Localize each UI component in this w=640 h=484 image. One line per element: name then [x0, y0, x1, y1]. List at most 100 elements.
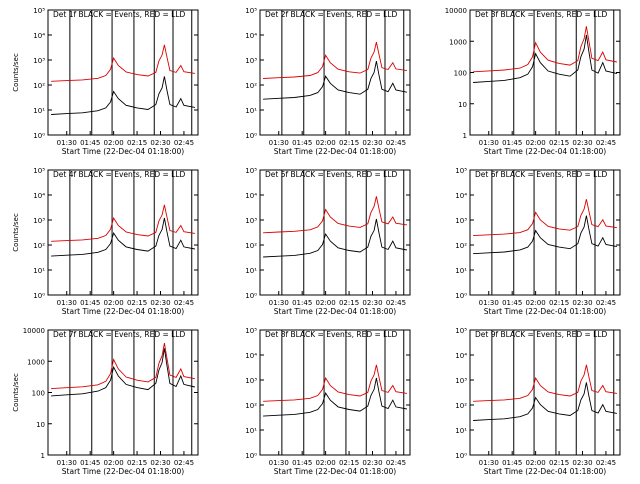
y-tick-label: 1 [463, 132, 467, 140]
x-tick-label: 01:30 [57, 299, 77, 307]
y-tick-label: 10 [458, 101, 467, 109]
x-tick-label: 02:45 [596, 139, 616, 147]
y-tick-label: 10³ [455, 217, 467, 225]
y-tick-label: 10² [455, 402, 467, 410]
x-tick-label: 01:30 [57, 459, 77, 467]
x-tick-label: 02:45 [386, 139, 406, 147]
y-tick-label: 10⁴ [33, 32, 45, 40]
y-tick-label: 10⁰ [33, 292, 45, 300]
y-tick-label: 10² [245, 82, 257, 90]
x-tick-label: 01:45 [292, 139, 312, 147]
y-tick-label: 10¹ [33, 267, 45, 275]
x-tick-label: 01:45 [80, 459, 100, 467]
x-tick-label: 01:45 [502, 459, 522, 467]
y-tick-label: 10⁰ [245, 452, 257, 460]
y-tick-label: 10⁵ [245, 7, 257, 15]
x-tick-label: 02:15 [549, 459, 569, 467]
series-line-events [473, 34, 618, 83]
plot-frame [47, 329, 199, 456]
plot-title: Det 7f BLACK = Events, RED = LLD [53, 330, 186, 339]
plot-title: Det 9f BLACK = Events, RED = LLD [475, 330, 608, 339]
x-axis-label: Start Time (22-Dec-04 01:18:00) [274, 467, 396, 476]
x-tick-label: 01:30 [269, 299, 289, 307]
series-line-lld [473, 26, 617, 73]
y-tick-label: 10³ [245, 57, 257, 65]
plot-title: Det 2f BLACK = Events, RED = LLD [265, 10, 398, 19]
y-tick-label: 10² [33, 242, 45, 250]
y-tick-label: 10³ [33, 57, 45, 65]
x-tick-label: 02:15 [549, 299, 569, 307]
x-tick-label: 02:00 [316, 459, 336, 467]
x-tick-label: 02:30 [572, 459, 592, 467]
series-line-events [473, 215, 617, 255]
plot-title: Det 8f BLACK = Events, RED = LLD [265, 330, 398, 339]
x-tick-label: 01:30 [479, 299, 499, 307]
y-tick-label: 10⁵ [455, 167, 467, 175]
y-tick-label: 10⁴ [33, 192, 45, 200]
x-tick-label: 02:45 [174, 299, 194, 307]
series-line-lld [51, 204, 195, 242]
series-line-lld [473, 199, 617, 237]
x-tick-label: 01:45 [80, 299, 100, 307]
series-line-events [263, 218, 407, 258]
x-tick-label: 02:30 [362, 459, 382, 467]
x-tick-label: 02:00 [104, 459, 124, 467]
x-tick-label: 02:45 [596, 299, 616, 307]
plot-frame [259, 169, 411, 296]
y-tick-label: 10³ [245, 377, 257, 385]
y-tick-label: 10⁵ [455, 327, 467, 335]
plot-frame [259, 329, 411, 456]
x-tick-label: 02:30 [362, 139, 382, 147]
x-tick-label: 01:45 [80, 139, 100, 147]
x-tick-label: 02:15 [339, 139, 359, 147]
y-tick-label: 10⁰ [245, 292, 257, 300]
x-axis-label: Start Time (22-Dec-04 01:18:00) [62, 147, 184, 156]
y-tick-label: 10 [36, 421, 45, 429]
series-line-lld [263, 196, 407, 234]
x-tick-label: 02:00 [316, 139, 336, 147]
y-tick-label: 10² [245, 402, 257, 410]
y-tick-label: 10⁴ [245, 352, 257, 360]
series-line-lld [263, 41, 407, 79]
x-tick-label: 02:45 [174, 139, 194, 147]
y-tick-label: 10000 [445, 7, 467, 15]
y-tick-label: 10¹ [245, 427, 257, 435]
x-tick-label: 01:30 [269, 459, 289, 467]
y-axis-label: Counts/sec [12, 53, 20, 92]
x-tick-label: 02:00 [104, 139, 124, 147]
y-tick-label: 10⁰ [245, 132, 257, 140]
plot-frame [47, 9, 199, 136]
x-tick-label: 02:30 [362, 299, 382, 307]
x-tick-label: 02:30 [150, 299, 170, 307]
plot-title: Det 6f BLACK = Events, RED = LLD [475, 170, 608, 179]
plot-frame [469, 169, 621, 296]
x-tick-label: 02:00 [316, 299, 336, 307]
x-tick-label: 02:00 [526, 299, 546, 307]
y-tick-label: 10¹ [245, 267, 257, 275]
y-tick-label: 10¹ [33, 107, 45, 115]
x-tick-label: 02:15 [339, 459, 359, 467]
x-tick-label: 02:15 [549, 139, 569, 147]
x-tick-label: 02:15 [127, 299, 147, 307]
x-axis-label: Start Time (22-Dec-04 01:18:00) [62, 307, 184, 316]
x-axis-label: Start Time (22-Dec-04 01:18:00) [484, 307, 606, 316]
series-line-lld [473, 364, 617, 402]
plot-title: Det 3f BLACK = Events, RED = LLD [475, 10, 608, 19]
series-line-lld [263, 364, 407, 402]
series-line-events [473, 382, 617, 421]
plot-frame [47, 169, 199, 296]
y-tick-label: 1000 [449, 38, 467, 46]
y-tick-label: 10⁰ [33, 132, 45, 140]
x-tick-label: 02:30 [150, 459, 170, 467]
x-axis-label: Start Time (22-Dec-04 01:18:00) [274, 147, 396, 156]
series-line-events [263, 61, 407, 100]
x-axis-label: Start Time (22-Dec-04 01:18:00) [484, 467, 606, 476]
series-line-events [51, 348, 196, 397]
series-line-events [51, 217, 195, 257]
